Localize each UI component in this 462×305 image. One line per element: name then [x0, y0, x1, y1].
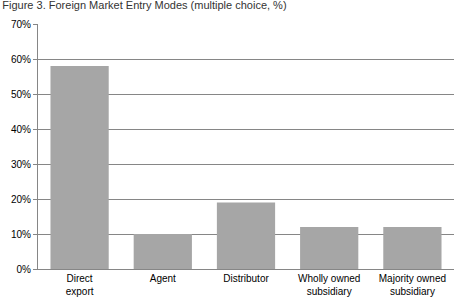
- svg-text:Distributor: Distributor: [223, 273, 269, 284]
- svg-text:60%: 60%: [11, 54, 31, 65]
- svg-text:Figure 3. Foreign Market Entry: Figure 3. Foreign Market Entry Modes (mu…: [2, 0, 286, 11]
- svg-text:70%: 70%: [11, 19, 31, 30]
- svg-text:0%: 0%: [17, 264, 32, 275]
- svg-text:Wholly ownedsubsidiary: Wholly ownedsubsidiary: [298, 273, 360, 297]
- svg-text:Majority ownedsubsidiary: Majority ownedsubsidiary: [379, 273, 446, 297]
- svg-text:40%: 40%: [11, 124, 31, 135]
- svg-text:10%: 10%: [11, 229, 31, 240]
- svg-text:20%: 20%: [11, 194, 31, 205]
- svg-text:50%: 50%: [11, 89, 31, 100]
- svg-text:Agent: Agent: [150, 273, 176, 284]
- svg-text:Directexport: Directexport: [66, 273, 94, 297]
- svg-text:30%: 30%: [11, 159, 31, 170]
